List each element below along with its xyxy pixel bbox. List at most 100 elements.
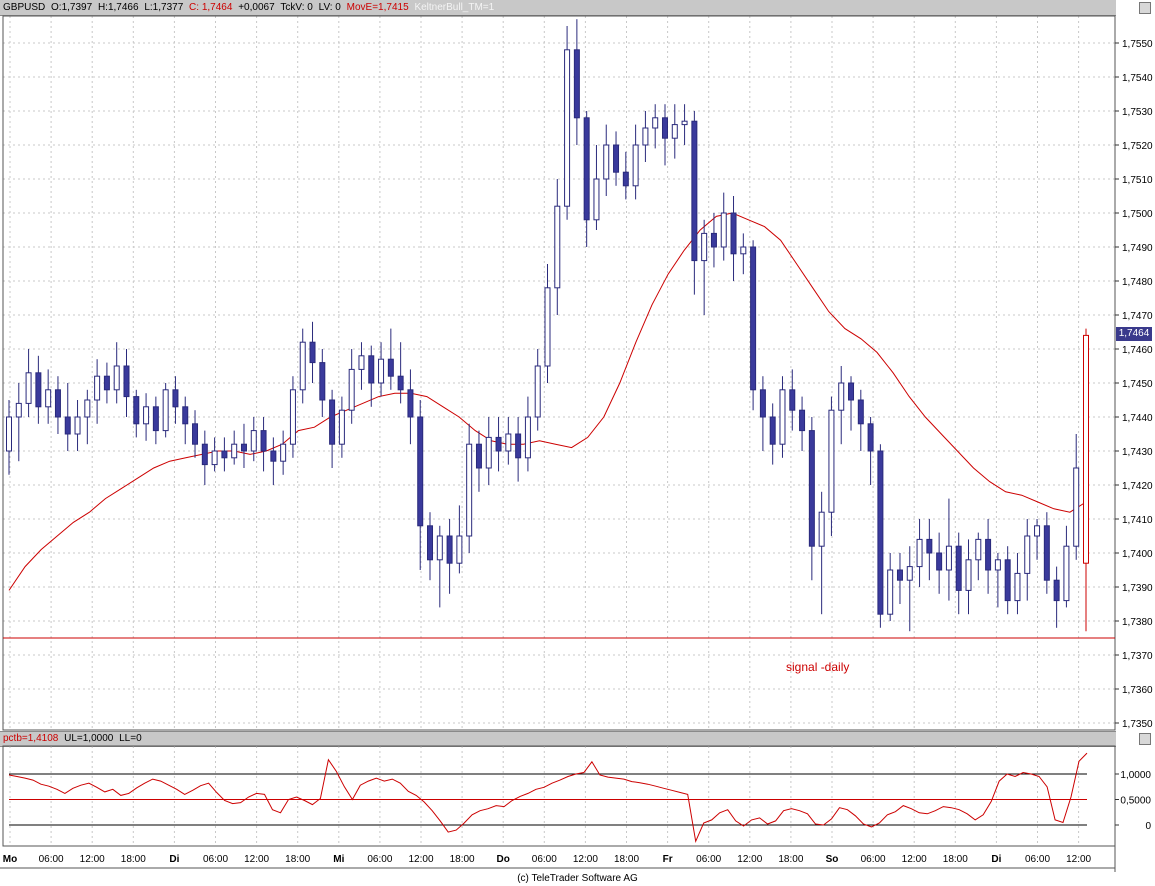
candle xyxy=(182,396,189,445)
x-tick-label: 12:00 xyxy=(737,854,762,865)
candle-body xyxy=(211,450,218,466)
candle xyxy=(1024,519,1031,601)
candle-body xyxy=(436,535,443,561)
candle xyxy=(240,423,247,468)
candle-body xyxy=(1024,535,1031,574)
candle-body xyxy=(162,389,169,432)
candle-body xyxy=(916,538,923,568)
candle xyxy=(1043,512,1050,594)
candle-body xyxy=(524,416,531,459)
candle-body xyxy=(397,375,404,391)
candle-body xyxy=(1083,334,1089,564)
candle xyxy=(857,389,864,451)
candle xyxy=(1014,553,1021,615)
y-tick-label: 1,7370 xyxy=(1122,651,1153,662)
candle xyxy=(544,264,551,383)
candle-body xyxy=(573,49,580,119)
candle xyxy=(45,369,52,424)
candle xyxy=(25,349,32,417)
candle-body xyxy=(632,144,639,187)
x-tick-label: 18:00 xyxy=(778,854,803,865)
candle-body xyxy=(759,389,766,418)
candle xyxy=(94,359,101,424)
candle xyxy=(1034,519,1041,560)
candle-body xyxy=(368,355,375,384)
candle xyxy=(1073,434,1080,560)
candle xyxy=(906,546,913,632)
candle xyxy=(475,430,482,492)
candle-body xyxy=(848,382,855,401)
candle-body xyxy=(652,117,659,129)
candle xyxy=(1004,546,1011,615)
candle xyxy=(955,532,962,615)
candle xyxy=(250,417,257,462)
x-tick-label: 12:00 xyxy=(80,854,105,865)
candle-body xyxy=(593,178,600,221)
candle xyxy=(710,213,717,268)
candle-body xyxy=(270,450,277,462)
candle xyxy=(466,423,473,553)
candle-body xyxy=(182,406,189,425)
lower-level-value: LL=0 xyxy=(119,733,142,744)
candle xyxy=(417,400,424,570)
candle xyxy=(661,104,668,166)
candle xyxy=(436,525,443,608)
y-tick-label: 1,7390 xyxy=(1122,583,1153,594)
x-tick-label: Mi xyxy=(333,854,344,865)
candle xyxy=(446,519,453,594)
candle-body xyxy=(319,362,326,401)
candle xyxy=(64,383,71,451)
candle-body xyxy=(1063,545,1070,602)
tickvol-value: TckV: 0 xyxy=(280,2,313,13)
y-tick-label: 1,7400 xyxy=(1122,549,1153,560)
candle xyxy=(779,376,786,458)
candle xyxy=(916,519,923,587)
y-tick-label: 1,7450 xyxy=(1122,379,1153,390)
candle-body xyxy=(701,232,708,262)
candle xyxy=(143,393,150,441)
x-tick-label: Fr xyxy=(663,854,673,865)
indicator-resize-icon[interactable] xyxy=(1139,733,1151,745)
candle xyxy=(975,532,982,581)
high-value: H:1,7466 xyxy=(97,2,139,13)
candle-body xyxy=(475,443,482,469)
candle-body xyxy=(887,569,894,615)
candle-body xyxy=(456,535,463,564)
candle xyxy=(35,355,42,424)
candle xyxy=(691,111,698,295)
candle-body xyxy=(867,423,874,452)
candle-body xyxy=(544,287,551,367)
y-tick-label: 1,7500 xyxy=(1122,209,1153,220)
candle-body xyxy=(387,358,394,377)
candle-body xyxy=(94,375,101,401)
y-tick-label: 1,7430 xyxy=(1122,447,1153,458)
candle xyxy=(740,233,747,275)
y-tick-label: 1,7480 xyxy=(1122,277,1153,288)
candle xyxy=(456,505,463,574)
candle-body xyxy=(564,49,571,207)
y-tick-label: 1,7350 xyxy=(1122,719,1153,730)
candle-body xyxy=(407,389,414,418)
candle-body xyxy=(750,246,757,391)
candle-body xyxy=(661,117,668,139)
indicator-tick-label: 0,5000 xyxy=(1120,796,1151,807)
x-tick-label: 12:00 xyxy=(902,854,927,865)
candle-body xyxy=(417,416,424,527)
candle-body xyxy=(113,365,120,391)
y-tick-label: 1,7360 xyxy=(1122,685,1153,696)
pctb-value: pctb=1,4108 xyxy=(3,733,59,744)
candle-body xyxy=(35,372,42,408)
y-tick-label: 1,7540 xyxy=(1122,73,1153,84)
candle xyxy=(15,383,22,462)
indicator-tick-label: 1,0000 xyxy=(1120,770,1151,781)
candle xyxy=(985,519,992,594)
candle xyxy=(926,519,933,581)
panel-resize-icon[interactable] xyxy=(1139,2,1151,14)
candle xyxy=(818,491,825,615)
candle-body xyxy=(338,409,345,445)
y-tick-label: 1,7410 xyxy=(1122,515,1153,526)
signal-annotation: signal -daily xyxy=(786,660,849,674)
candle xyxy=(54,376,61,434)
